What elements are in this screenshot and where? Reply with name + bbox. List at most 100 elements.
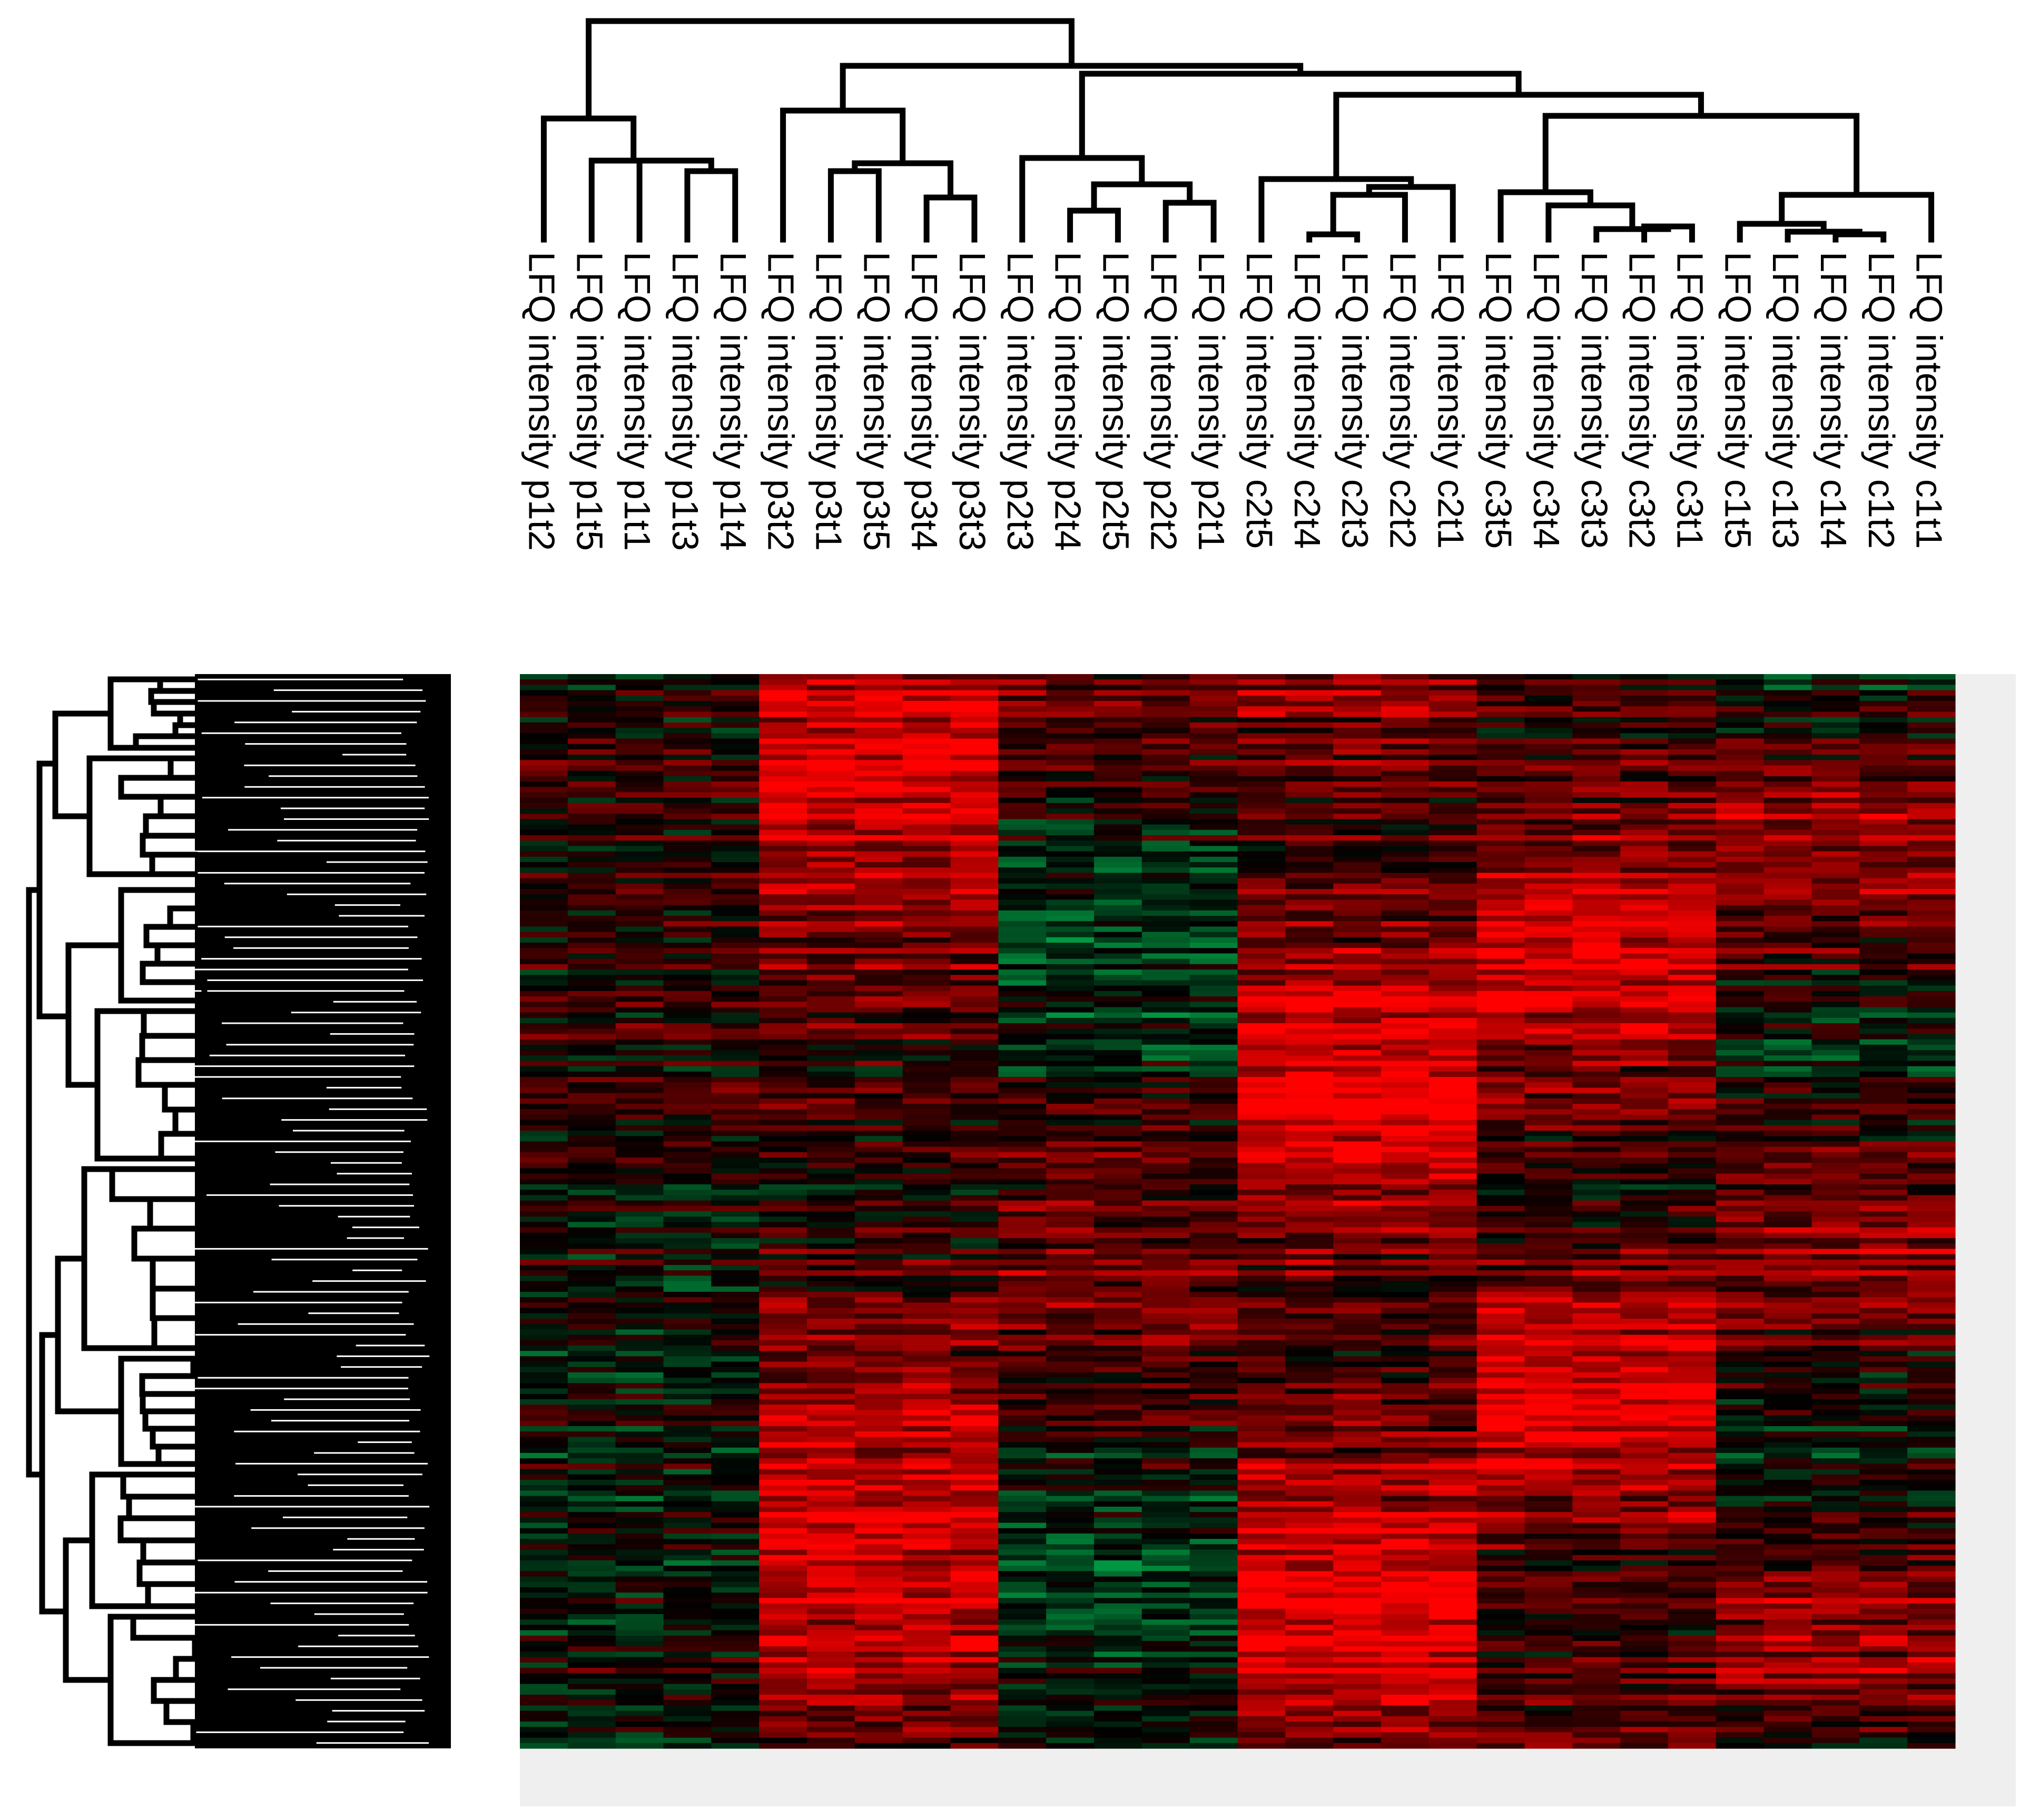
heatmap-cell (1237, 1023, 1286, 1029)
heatmap-cell (807, 1555, 855, 1561)
heatmap-cell (1046, 1297, 1095, 1303)
heatmap-cell (1716, 1340, 1765, 1346)
heatmap-cell (520, 1125, 568, 1131)
heatmap-cell (1046, 1163, 1095, 1169)
heatmap-cell (1859, 1490, 1908, 1497)
heatmap-cell (1620, 1426, 1669, 1432)
heatmap-cell (902, 905, 951, 911)
heatmap-cell (1237, 1039, 1286, 1045)
heatmap-cell (1381, 1442, 1430, 1448)
heatmap-cell (567, 1458, 616, 1464)
heatmap-cell (854, 1222, 903, 1228)
heatmap-cell (567, 1313, 616, 1319)
heatmap-cell (1428, 1399, 1477, 1405)
heatmap-cell (1859, 1383, 1908, 1389)
heatmap-cell (854, 1346, 903, 1351)
heatmap-cell (1476, 991, 1525, 997)
heatmap-cell (1476, 1539, 1525, 1545)
heatmap-cell (663, 760, 712, 766)
heatmap-cell (711, 1302, 760, 1309)
heatmap-cell (1189, 1034, 1238, 1040)
heatmap-cell (1524, 755, 1573, 760)
heatmap-cell (759, 1034, 807, 1040)
heatmap-cell (1428, 1512, 1477, 1518)
heatmap-cell (615, 878, 664, 884)
heatmap-cell (950, 1324, 999, 1330)
heatmap-cell (1141, 1158, 1190, 1163)
heatmap-cell (1476, 856, 1525, 863)
heatmap-cell (1237, 1453, 1286, 1459)
heatmap-cell (902, 1474, 951, 1480)
heatmap-cell (567, 797, 616, 804)
heatmap-cell (1763, 819, 1812, 825)
heatmap-cell (1907, 1302, 1956, 1309)
heatmap-cell (950, 840, 999, 846)
heatmap-cell (1141, 1109, 1190, 1115)
heatmap-cell (1572, 1480, 1621, 1486)
heatmap-cell (1716, 1426, 1765, 1432)
heatmap-cell (520, 808, 568, 814)
heatmap-cell (807, 835, 855, 841)
heatmap-cell (998, 1232, 1047, 1239)
heatmap-cell (1189, 1131, 1238, 1136)
heatmap-cell (711, 728, 760, 734)
heatmap-cell (1620, 883, 1669, 889)
heatmap-cell (1381, 1437, 1430, 1443)
heatmap-cell (663, 1297, 712, 1303)
heatmap-cell (1859, 867, 1908, 873)
heatmap-cell (1763, 883, 1812, 889)
heatmap-cell (1094, 1184, 1142, 1190)
heatmap-cell (615, 803, 664, 809)
heatmap-cell (759, 1458, 807, 1464)
heatmap-cell (1668, 760, 1717, 766)
heatmap-cell (1572, 1028, 1621, 1034)
heatmap-cell (1907, 1378, 1956, 1383)
heatmap-cell (998, 862, 1047, 868)
heatmap-cell (1189, 1393, 1238, 1400)
heatmap-cell (1572, 803, 1621, 809)
heatmap-cell (567, 1286, 616, 1292)
heatmap-cell (1811, 792, 1860, 798)
heatmap-cell (1189, 1453, 1238, 1459)
heatmap-cell (807, 1012, 855, 1018)
heatmap-cell (1859, 1442, 1908, 1448)
heatmap-cell (1285, 1173, 1334, 1180)
heatmap-cell (1476, 1044, 1525, 1051)
heatmap-cell (520, 1044, 568, 1051)
heatmap-cell (1094, 733, 1142, 739)
heatmap-cell (1333, 733, 1382, 739)
heatmap-cell (520, 744, 568, 750)
heatmap-cell (1859, 1501, 1908, 1507)
heatmap-cell (950, 717, 999, 723)
heatmap-cell (1859, 1426, 1908, 1432)
heatmap-cell (1046, 1158, 1095, 1163)
heatmap-cell (1907, 867, 1956, 873)
heatmap-cell (1620, 937, 1669, 943)
heatmap-cell (759, 910, 807, 916)
heatmap-cell (1811, 1200, 1860, 1206)
heatmap-cell (711, 1555, 760, 1561)
heatmap-cell (1094, 937, 1142, 943)
heatmap-cell (759, 722, 807, 728)
heatmap-cell (1428, 728, 1477, 734)
heatmap-cell (711, 1195, 760, 1201)
heatmap-cell (1716, 695, 1765, 701)
heatmap-cell (1668, 910, 1717, 916)
heatmap-cell (1428, 862, 1477, 868)
heatmap-cell (1189, 706, 1238, 712)
heatmap-cell (807, 1410, 855, 1416)
heatmap-cell (902, 953, 951, 960)
heatmap-cell (711, 1152, 760, 1158)
heatmap-cell (1141, 749, 1190, 755)
heatmap-cell (520, 1087, 568, 1094)
heatmap-cell (950, 1087, 999, 1094)
heatmap-cell (1716, 738, 1765, 745)
heatmap-cell (1285, 883, 1334, 889)
heatmap-cell (520, 1281, 568, 1287)
heatmap-cell (1046, 1200, 1095, 1206)
heatmap-cell (950, 722, 999, 728)
heatmap-cell (1333, 910, 1382, 916)
heatmap-cell (1094, 873, 1142, 879)
heatmap-cell (1716, 1329, 1765, 1336)
heatmap-cell (520, 1238, 568, 1244)
